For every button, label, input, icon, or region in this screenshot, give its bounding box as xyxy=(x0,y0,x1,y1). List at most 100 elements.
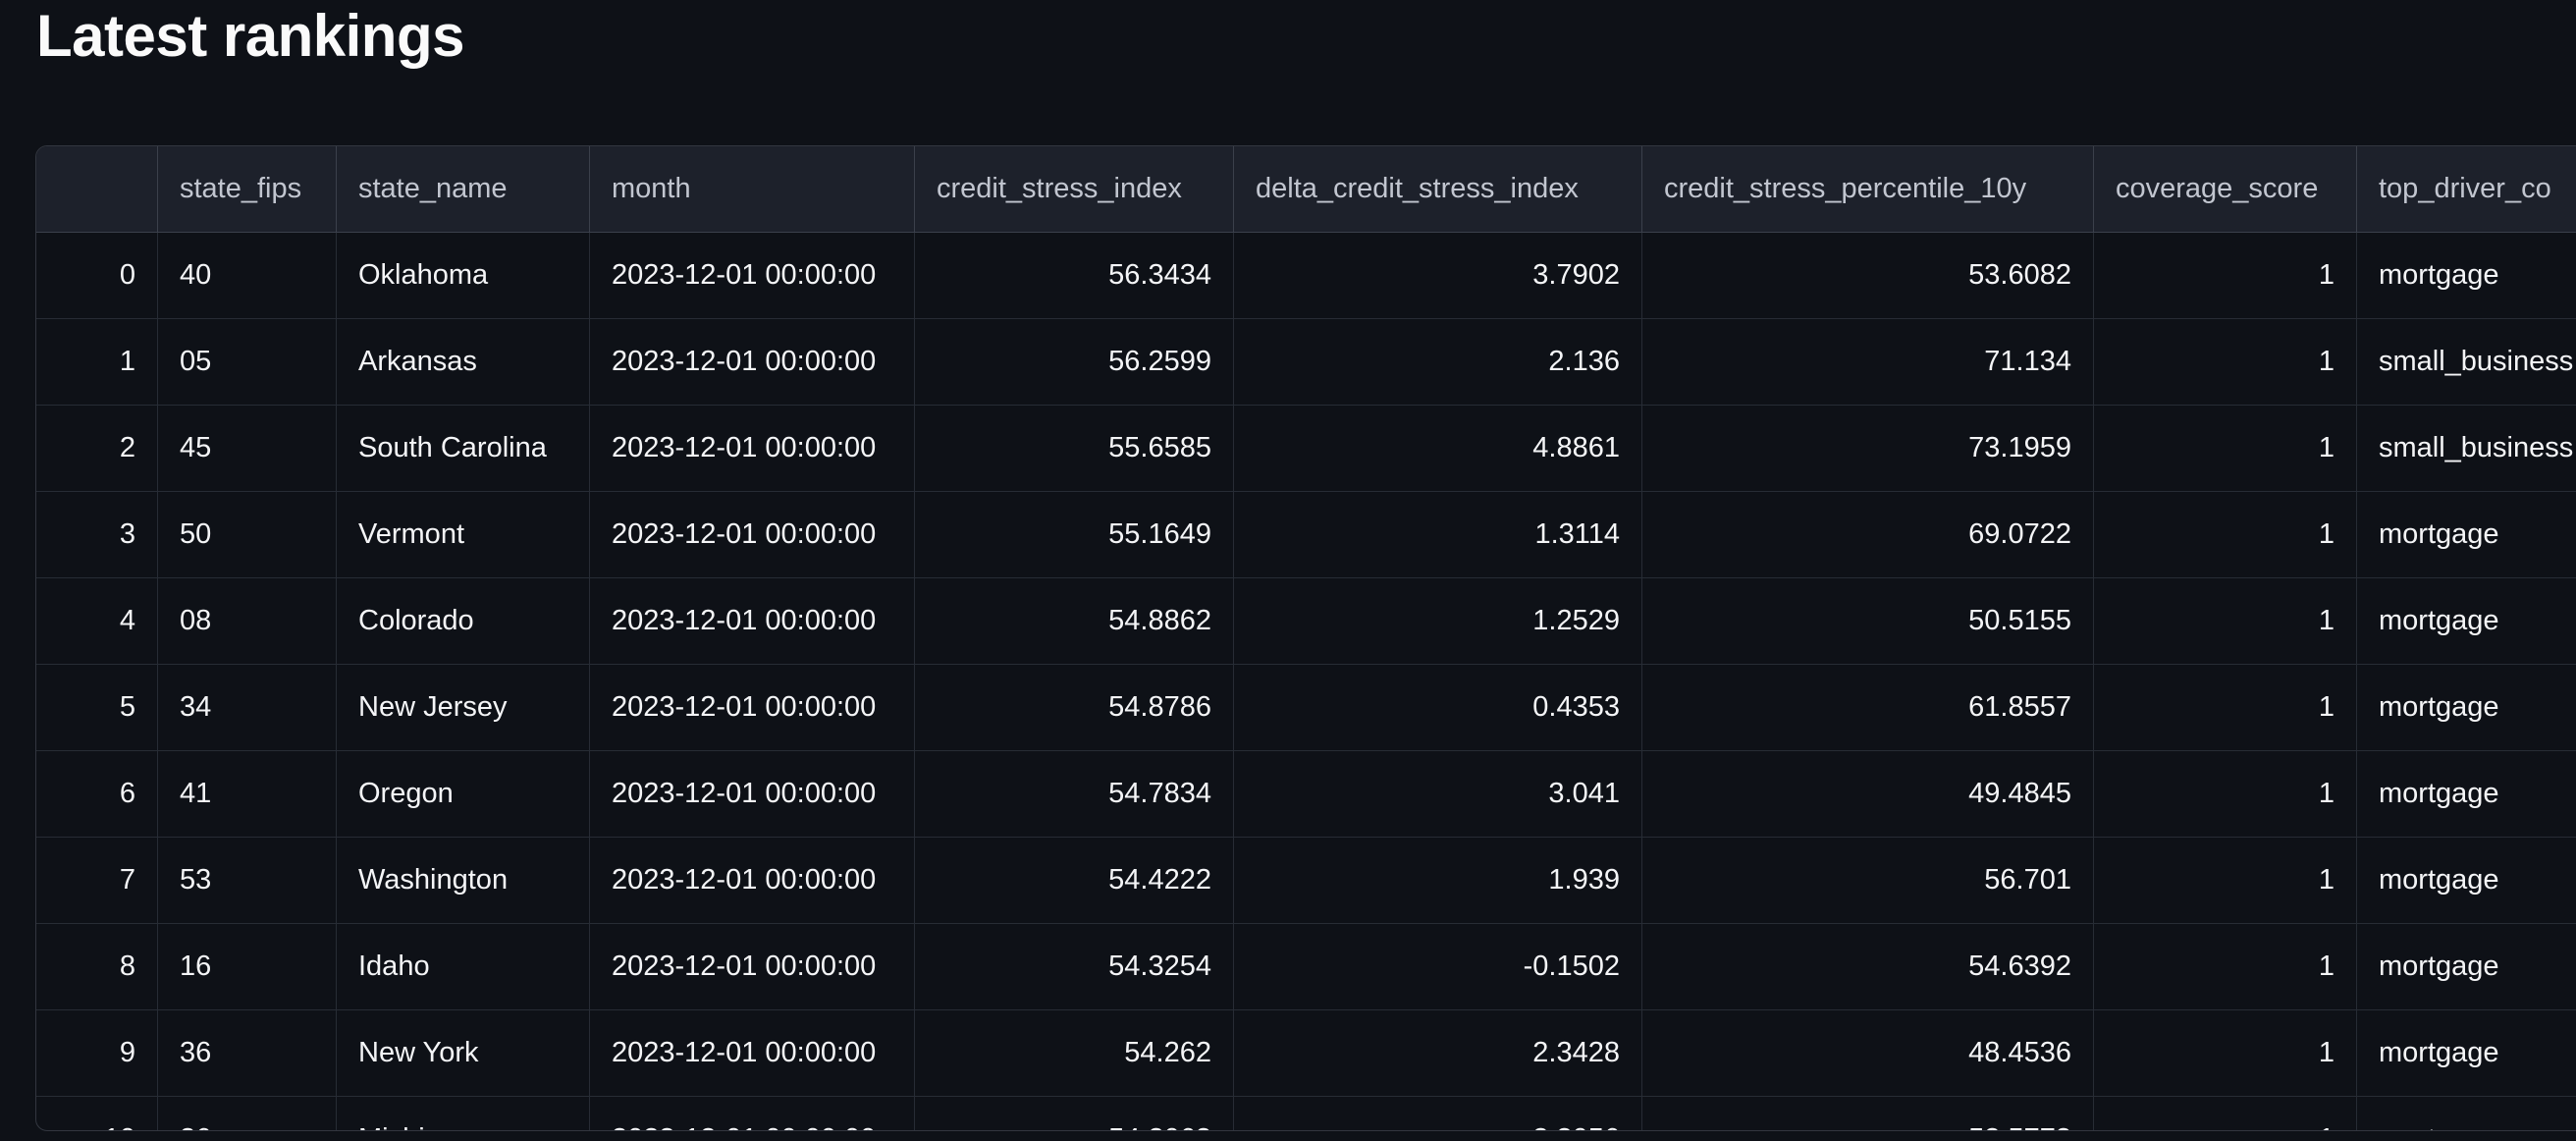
cell-month[interactable]: 2023-12-01 00:00:00 xyxy=(590,924,915,1010)
cell-state_name[interactable]: Idaho xyxy=(337,924,590,1010)
cell-delta_credit_stress_index[interactable]: 1.2529 xyxy=(1234,578,1642,665)
cell-index[interactable]: 6 xyxy=(36,751,158,838)
cell-top_driver_co[interactable]: small_business xyxy=(2357,319,2576,406)
column-header-index[interactable] xyxy=(36,146,158,233)
cell-state_name[interactable]: Arkansas xyxy=(337,319,590,406)
cell-delta_credit_stress_index[interactable]: 1.939 xyxy=(1234,838,1642,924)
cell-top_driver_co[interactable]: mortgage xyxy=(2357,1010,2576,1097)
cell-state_fips[interactable]: 05 xyxy=(158,319,337,406)
cell-index[interactable]: 9 xyxy=(36,1010,158,1097)
column-header-credit_stress_index[interactable]: credit_stress_index xyxy=(915,146,1234,233)
cell-coverage_score[interactable]: 1 xyxy=(2094,751,2357,838)
cell-coverage_score[interactable]: 1 xyxy=(2094,838,2357,924)
cell-coverage_score[interactable]: 1 xyxy=(2094,492,2357,578)
column-header-state_name[interactable]: state_name xyxy=(337,146,590,233)
cell-month[interactable]: 2023-12-01 00:00:00 xyxy=(590,233,915,319)
cell-state_name[interactable]: Michigan xyxy=(337,1097,590,1130)
cell-top_driver_co[interactable]: mortgage xyxy=(2357,838,2576,924)
cell-top_driver_co[interactable]: mortgage xyxy=(2357,492,2576,578)
cell-top_driver_co[interactable]: mortgage xyxy=(2357,578,2576,665)
cell-credit_stress_index[interactable]: 54.8862 xyxy=(915,578,1234,665)
cell-credit_stress_index[interactable]: 54.7834 xyxy=(915,751,1234,838)
cell-credit_stress_percentile_10y[interactable]: 69.0722 xyxy=(1642,492,2094,578)
cell-state_fips[interactable]: 34 xyxy=(158,665,337,751)
cell-coverage_score[interactable]: 1 xyxy=(2094,578,2357,665)
cell-credit_stress_percentile_10y[interactable]: 73.1959 xyxy=(1642,406,2094,492)
cell-coverage_score[interactable]: 1 xyxy=(2094,924,2357,1010)
cell-top_driver_co[interactable]: mortgage xyxy=(2357,233,2576,319)
cell-credit_stress_index[interactable]: 54.262 xyxy=(915,1010,1234,1097)
cell-state_name[interactable]: New York xyxy=(337,1010,590,1097)
cell-month[interactable]: 2023-12-01 00:00:00 xyxy=(590,1010,915,1097)
cell-credit_stress_percentile_10y[interactable]: 49.4845 xyxy=(1642,751,2094,838)
cell-month[interactable]: 2023-12-01 00:00:00 xyxy=(590,665,915,751)
cell-credit_stress_percentile_10y[interactable]: 53.6082 xyxy=(1642,233,2094,319)
cell-credit_stress_index[interactable]: 54.2063 xyxy=(915,1097,1234,1130)
cell-coverage_score[interactable]: 1 xyxy=(2094,665,2357,751)
cell-index[interactable]: 3 xyxy=(36,492,158,578)
column-header-top_driver_co[interactable]: top_driver_co xyxy=(2357,146,2576,233)
cell-state_name[interactable]: Washington xyxy=(337,838,590,924)
cell-state_fips[interactable]: 45 xyxy=(158,406,337,492)
cell-state_name[interactable]: Vermont xyxy=(337,492,590,578)
cell-coverage_score[interactable]: 1 xyxy=(2094,233,2357,319)
column-header-credit_stress_percentile_10y[interactable]: credit_stress_percentile_10y xyxy=(1642,146,2094,233)
cell-credit_stress_percentile_10y[interactable]: 54.6392 xyxy=(1642,924,2094,1010)
cell-month[interactable]: 2023-12-01 00:00:00 xyxy=(590,838,915,924)
cell-credit_stress_percentile_10y[interactable]: 50.5155 xyxy=(1642,578,2094,665)
cell-state_fips[interactable]: 26 xyxy=(158,1097,337,1130)
cell-state_name[interactable]: Oregon xyxy=(337,751,590,838)
cell-credit_stress_index[interactable]: 55.6585 xyxy=(915,406,1234,492)
cell-delta_credit_stress_index[interactable]: 1.3114 xyxy=(1234,492,1642,578)
cell-coverage_score[interactable]: 1 xyxy=(2094,1097,2357,1130)
cell-state_fips[interactable]: 53 xyxy=(158,838,337,924)
cell-credit_stress_index[interactable]: 54.4222 xyxy=(915,838,1234,924)
cell-state_fips[interactable]: 40 xyxy=(158,233,337,319)
cell-credit_stress_index[interactable]: 54.8786 xyxy=(915,665,1234,751)
cell-top_driver_co[interactable]: mortgage xyxy=(2357,1097,2576,1130)
cell-state_name[interactable]: New Jersey xyxy=(337,665,590,751)
cell-top_driver_co[interactable]: mortgage xyxy=(2357,665,2576,751)
cell-credit_stress_percentile_10y[interactable]: 71.134 xyxy=(1642,319,2094,406)
cell-top_driver_co[interactable]: mortgage xyxy=(2357,751,2576,838)
cell-coverage_score[interactable]: 1 xyxy=(2094,319,2357,406)
cell-index[interactable]: 1 xyxy=(36,319,158,406)
cell-coverage_score[interactable]: 1 xyxy=(2094,1010,2357,1097)
cell-index[interactable]: 10 xyxy=(36,1097,158,1130)
cell-credit_stress_percentile_10y[interactable]: 52.5773 xyxy=(1642,1097,2094,1130)
cell-credit_stress_percentile_10y[interactable]: 56.701 xyxy=(1642,838,2094,924)
cell-state_name[interactable]: South Carolina xyxy=(337,406,590,492)
cell-index[interactable]: 7 xyxy=(36,838,158,924)
cell-credit_stress_index[interactable]: 54.3254 xyxy=(915,924,1234,1010)
cell-state_fips[interactable]: 41 xyxy=(158,751,337,838)
cell-delta_credit_stress_index[interactable]: 0.4353 xyxy=(1234,665,1642,751)
cell-state_name[interactable]: Oklahoma xyxy=(337,233,590,319)
cell-index[interactable]: 4 xyxy=(36,578,158,665)
cell-delta_credit_stress_index[interactable]: 2.3428 xyxy=(1234,1010,1642,1097)
column-header-month[interactable]: month xyxy=(590,146,915,233)
cell-top_driver_co[interactable]: small_business xyxy=(2357,406,2576,492)
cell-coverage_score[interactable]: 1 xyxy=(2094,406,2357,492)
cell-month[interactable]: 2023-12-01 00:00:00 xyxy=(590,1097,915,1130)
cell-month[interactable]: 2023-12-01 00:00:00 xyxy=(590,751,915,838)
cell-delta_credit_stress_index[interactable]: -0.1502 xyxy=(1234,924,1642,1010)
cell-state_fips[interactable]: 50 xyxy=(158,492,337,578)
cell-month[interactable]: 2023-12-01 00:00:00 xyxy=(590,319,915,406)
cell-state_fips[interactable]: 16 xyxy=(158,924,337,1010)
cell-credit_stress_index[interactable]: 55.1649 xyxy=(915,492,1234,578)
cell-index[interactable]: 8 xyxy=(36,924,158,1010)
column-header-delta_credit_stress_index[interactable]: delta_credit_stress_index xyxy=(1234,146,1642,233)
cell-month[interactable]: 2023-12-01 00:00:00 xyxy=(590,492,915,578)
cell-top_driver_co[interactable]: mortgage xyxy=(2357,924,2576,1010)
cell-delta_credit_stress_index[interactable]: 2.3056 xyxy=(1234,1097,1642,1130)
rankings-dataframe-scroll-area[interactable]: state_fips state_name month credit_stress_i… xyxy=(35,145,2576,1131)
column-header-coverage_score[interactable]: coverage_score xyxy=(2094,146,2357,233)
cell-index[interactable]: 2 xyxy=(36,406,158,492)
cell-credit_stress_index[interactable]: 56.2599 xyxy=(915,319,1234,406)
cell-delta_credit_stress_index[interactable]: 3.7902 xyxy=(1234,233,1642,319)
cell-state_fips[interactable]: 08 xyxy=(158,578,337,665)
column-header-state_fips[interactable]: state_fips xyxy=(158,146,337,233)
cell-month[interactable]: 2023-12-01 00:00:00 xyxy=(590,578,915,665)
cell-credit_stress_index[interactable]: 56.3434 xyxy=(915,233,1234,319)
cell-credit_stress_percentile_10y[interactable]: 48.4536 xyxy=(1642,1010,2094,1097)
